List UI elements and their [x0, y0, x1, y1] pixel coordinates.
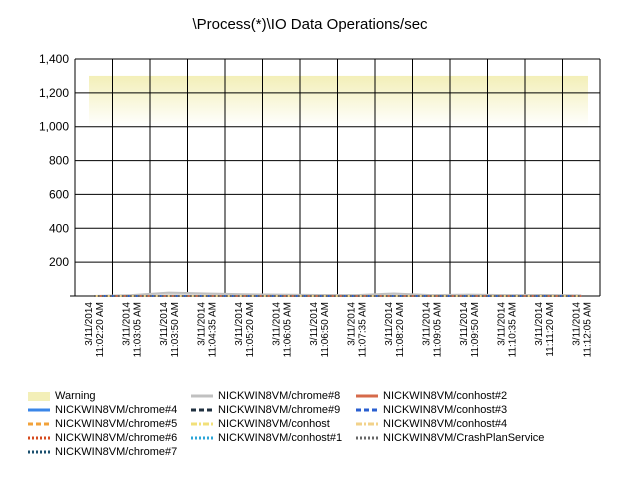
legend-column: NICKWIN8VM/conhost#2 NICKWIN8VM/conhost#3…	[356, 389, 544, 445]
legend-swatch	[28, 392, 50, 401]
legend-swatch	[356, 436, 378, 440]
x-tick-label: 3/11/201411:07:35 AM	[346, 302, 368, 358]
legend-label: NICKWIN8VM/chrome#4	[55, 404, 178, 416]
x-tick-label: 3/11/201411:11:20 AM	[534, 302, 556, 357]
legend-label: NICKWIN8VM/conhost	[218, 418, 330, 430]
legend-label: Warning	[55, 390, 96, 402]
legend-swatch	[191, 422, 213, 426]
x-tick-label: 3/11/201411:03:05 AM	[121, 302, 143, 358]
y-tick-label: 600	[49, 187, 69, 201]
legend-item: NICKWIN8VM/conhost#1	[191, 431, 342, 445]
legend-swatch	[28, 450, 50, 454]
legend-item: NICKWIN8VM/CrashPlanService	[356, 431, 544, 445]
legend-label: NICKWIN8VM/chrome#6	[55, 432, 178, 444]
legend-item: NICKWIN8VM/conhost#4	[356, 417, 544, 431]
x-tick-label: 3/11/201411:06:50 AM	[309, 302, 331, 358]
legend-swatch	[28, 436, 50, 440]
legend-column: Warning NICKWIN8VM/chrome#4 NICKWIN8VM/chr…	[28, 389, 177, 459]
legend-column: NICKWIN8VM/chrome#8 NICKWIN8VM/chrome#9 NI…	[191, 389, 342, 445]
y-tick-label: 400	[49, 221, 69, 235]
legend-label: NICKWIN8VM/chrome#7	[55, 446, 178, 458]
y-tick-label: 1,200	[39, 86, 69, 100]
legend-item: NICKWIN8VM/chrome#7	[28, 445, 177, 459]
legend-label: NICKWIN8VM/conhost#2	[383, 390, 508, 402]
x-tick-label: 3/11/201411:06:05 AM	[271, 302, 293, 358]
y-tick-label: 800	[49, 154, 69, 168]
legend-item: NICKWIN8VM/chrome#4	[28, 403, 177, 417]
x-tick-label: 3/11/201411:08:20 AM	[384, 302, 406, 358]
x-tick-label: 3/11/201411:09:05 AM	[421, 302, 443, 358]
legend-label: NICKWIN8VM/conhost#1	[218, 432, 343, 444]
legend-item: NICKWIN8VM/chrome#6	[28, 431, 177, 445]
legend-swatch	[356, 422, 378, 426]
x-tick-label: 3/11/201411:12:05 AM	[571, 302, 593, 358]
legend-swatch	[28, 422, 50, 426]
legend-item: NICKWIN8VM/conhost#2	[356, 389, 544, 403]
x-tick-label: 3/11/201411:09:50 AM	[459, 302, 481, 358]
x-tick-label: 3/11/201411:03:50 AM	[159, 302, 181, 358]
legend-item: Warning	[28, 389, 177, 403]
x-tick-label: 3/11/201411:05:20 AM	[234, 302, 256, 358]
legend-item: NICKWIN8VM/chrome#8	[191, 389, 342, 403]
x-tick-label: 3/11/201411:10:35 AM	[496, 302, 518, 358]
legend-label: NICKWIN8VM/conhost#4	[383, 418, 508, 430]
legend-label: NICKWIN8VM/chrome#8	[218, 390, 341, 402]
legend-label: NICKWIN8VM/chrome#9	[218, 404, 341, 416]
warning-band	[89, 75, 588, 127]
y-tick-label: 200	[49, 255, 69, 269]
legend-swatch	[191, 408, 213, 412]
legend-label: NICKWIN8VM/chrome#5	[55, 418, 178, 430]
legend-item: NICKWIN8VM/conhost#3	[356, 403, 544, 417]
y-tick-label: 1,000	[39, 120, 69, 134]
y-tick-label: 1,400	[39, 52, 69, 66]
legend-item: NICKWIN8VM/chrome#9	[191, 403, 342, 417]
x-tick-label: 3/11/201411:02:20 AM	[84, 302, 106, 358]
legend-item: NICKWIN8VM/conhost	[191, 417, 342, 431]
x-tick-label: 3/11/201411:04:35 AM	[196, 302, 218, 358]
legend-item: NICKWIN8VM/chrome#5	[28, 417, 177, 431]
chart-title: \Process(*)\IO Data Operations/sec	[192, 16, 428, 33]
legend-swatch	[191, 436, 213, 440]
legend-label: NICKWIN8VM/CrashPlanService	[383, 432, 545, 444]
legend-swatch	[356, 394, 378, 398]
legend-swatch	[28, 408, 50, 412]
legend-swatch	[356, 408, 378, 412]
legend-label: NICKWIN8VM/conhost#3	[383, 404, 508, 416]
legend-swatch	[191, 394, 213, 398]
